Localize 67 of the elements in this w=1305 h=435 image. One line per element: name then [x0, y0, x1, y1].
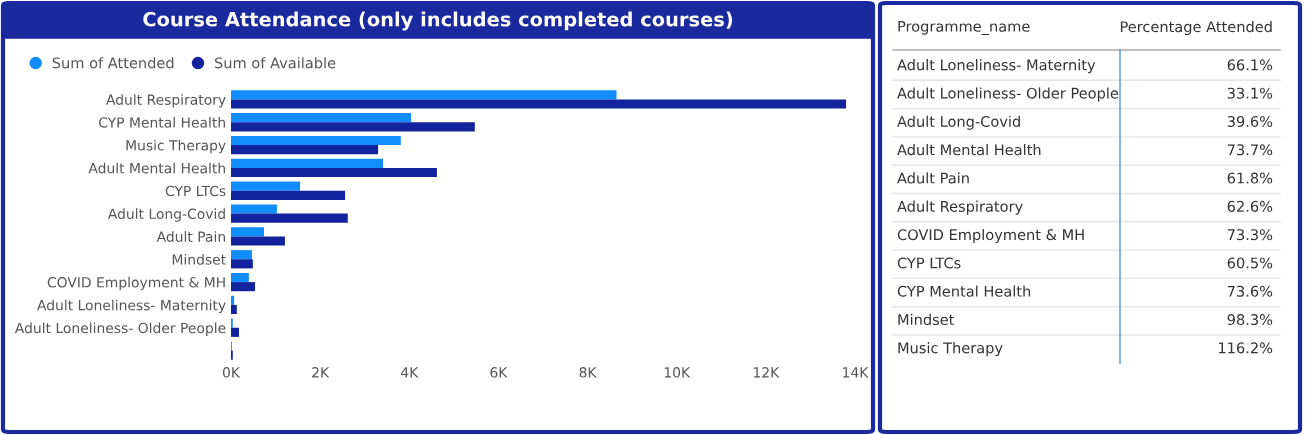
bar — [231, 158, 383, 168]
y-tick-label: Adult Respiratory — [106, 94, 226, 108]
bar — [231, 250, 252, 260]
bar — [231, 135, 401, 146]
category-label: Mindset — [898, 313, 955, 326]
category-label: CYP Mental Health — [897, 285, 1031, 297]
bar — [231, 236, 285, 246]
y-tick-label: Adult Loneliness- Maternity — [37, 299, 226, 314]
text: Percentage Attended — [1120, 20, 1272, 36]
y-tick-label: Mindset — [172, 253, 226, 265]
bar — [231, 295, 235, 305]
bar — [231, 90, 617, 100]
bar — [231, 259, 253, 269]
text: 39.6% — [1227, 115, 1273, 127]
x-tick-label: 10K — [664, 367, 691, 378]
bar — [231, 327, 240, 337]
text: 98.3% — [1227, 314, 1273, 326]
text: 73.7% — [1227, 144, 1273, 156]
text: 73.6% — [1227, 285, 1273, 297]
bar — [231, 167, 437, 178]
text: Programme_name — [898, 20, 1030, 36]
y-tick-label: CYP Mental Health — [99, 116, 225, 128]
bar — [231, 227, 264, 237]
chart-title: Course Attendance (only includes completed courses) — [143, 11, 733, 31]
category-label: Adult Mental Health — [897, 143, 1041, 156]
bar — [231, 99, 847, 109]
text: 73.3% — [1227, 229, 1273, 241]
category-label: Adult Loneliness- Older People — [897, 87, 1119, 102]
text: 116.2% — [1219, 342, 1273, 354]
x-tick-label: 8K — [579, 367, 597, 378]
text: 66.1% — [1227, 59, 1273, 71]
category-label: Adult Loneliness- Maternity — [897, 59, 1096, 74]
bar — [231, 122, 475, 132]
y-tick-label: Music Therapy — [126, 139, 226, 154]
text: 33.1% — [1227, 87, 1273, 99]
category-label: COVID Employment & MH — [897, 228, 1084, 244]
legend-label: Sum of Attended — [52, 57, 174, 69]
bar — [231, 190, 346, 200]
legend-label: Sum of Available — [214, 57, 336, 69]
bar — [231, 304, 237, 315]
y-tick-label: COVID Employment & MH — [47, 276, 225, 291]
bar — [231, 181, 301, 191]
bar — [231, 145, 379, 155]
category-label: CYP LTCs — [897, 257, 961, 269]
text: 60.5% — [1227, 257, 1273, 269]
bar — [231, 213, 348, 223]
category-label: Adult Long-Covid — [897, 115, 1020, 130]
x-tick-label: 14K — [843, 367, 869, 378]
x-tick-label: 0K — [222, 367, 241, 378]
bar — [231, 204, 277, 214]
y-tick-label: Adult Pain — [156, 231, 225, 242]
category-label: Adult Pain — [897, 172, 969, 184]
bar — [231, 282, 256, 292]
y-tick-label: Adult Long-Covid — [107, 208, 225, 222]
x-tick-label: 2K — [312, 367, 330, 378]
x-tick-label: 6K — [490, 367, 508, 378]
bar — [231, 272, 249, 283]
text: 61.8% — [1227, 172, 1273, 184]
category-label: Adult Respiratory — [897, 200, 1023, 215]
y-tick-label: Adult Mental Health — [88, 162, 225, 174]
category-label: Music Therapy — [898, 342, 1003, 357]
x-tick-label: 4K — [400, 367, 419, 378]
x-tick-label: 12K — [753, 367, 780, 378]
y-tick-label: Adult Loneliness- Older People — [14, 322, 226, 336]
bar — [231, 113, 412, 123]
text: 62.6% — [1227, 200, 1273, 212]
y-tick-label: CYP LTCs — [165, 185, 226, 197]
